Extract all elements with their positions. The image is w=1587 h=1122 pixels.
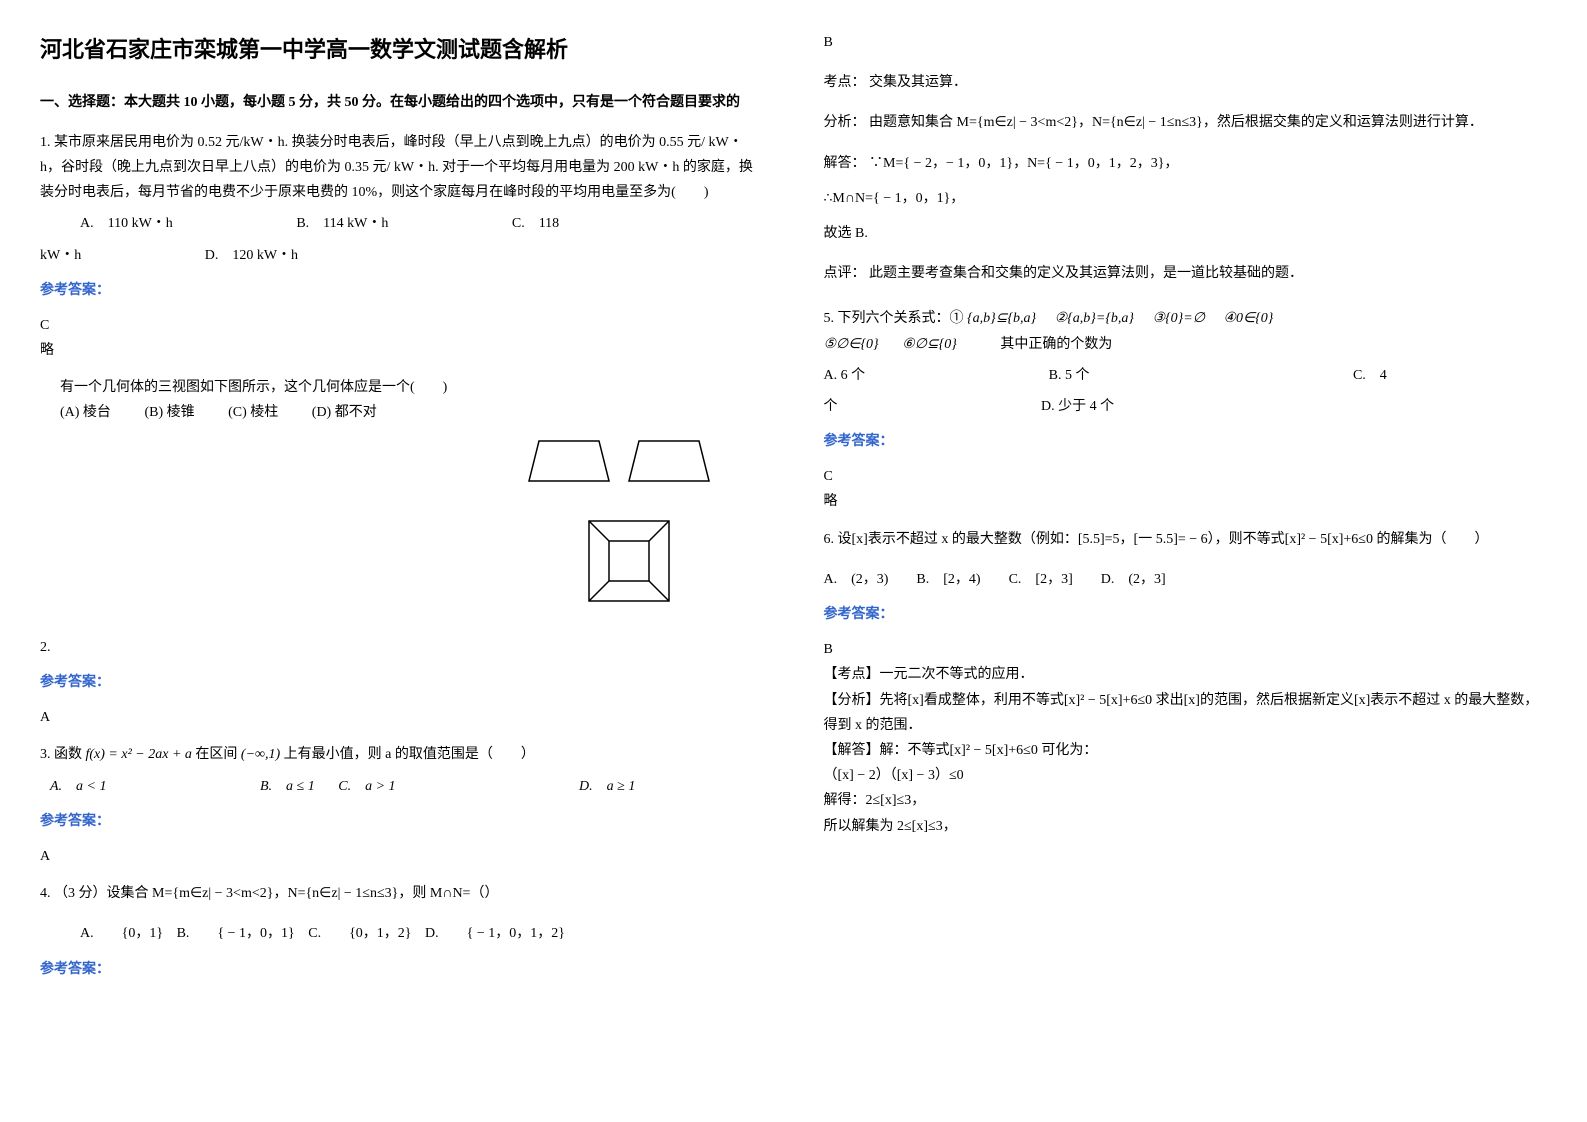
q6-opts: A. (2，3) B. [2，4) C. [2，3] D. (2，3]: [824, 567, 1548, 592]
q2-optA: (A) 棱台: [60, 405, 111, 420]
q5-r4: ④0∈{0}: [1223, 311, 1273, 326]
jieda-label: 解答：: [824, 156, 866, 171]
q5-r1: {a,b}⊆{b,a}: [967, 311, 1036, 326]
dianping-text: 此题主要考查集合和交集的定义及其运算法则，是一道比较基础的题．: [869, 266, 1303, 281]
q2-options: (A) 棱台 (B) 棱锥 (C) 棱柱 (D) 都不对: [60, 400, 764, 425]
q5-tail: 其中正确的个数为: [1000, 337, 1112, 352]
question-3: 3. 函数 f(x) = x² − 2ax + a 在区间 (−∞,1) 上有最…: [40, 742, 764, 869]
q2-answer: A: [40, 705, 764, 730]
question-4: 4. （3 分）设集合 M={m∈z| − 3<m<2}，N={n∈z| − 1…: [40, 881, 764, 982]
q1-answer: C: [40, 313, 764, 338]
dianping-label: 点评：: [824, 266, 866, 281]
q6-jieda2: （[x] − 2）（[x] − 3）≤0: [824, 763, 1548, 788]
fenxi-label: 分析：: [824, 115, 866, 130]
q1-optA: A. 110 kW・h: [80, 216, 173, 231]
q6-jieda3: 解得：2≤[x]≤3，: [824, 788, 1548, 813]
q3-mid: 在区间: [195, 747, 237, 762]
q1-optD: D. 120 kW・h: [205, 248, 298, 263]
kaodian-label: 考点：: [824, 75, 866, 90]
q3-optB: B. a ≤ 1: [260, 779, 315, 794]
q5-note: 略: [824, 489, 1548, 514]
left-column: 河北省石家庄市栾城第一中学高一数学文测试题含解析 一、选择题：本大题共 10 小…: [40, 20, 764, 994]
q3-answer: A: [40, 844, 764, 869]
q5-optC2: 个: [824, 399, 838, 414]
q4-kaodian: 考点： 交集及其运算．: [824, 70, 1548, 95]
q4-dianping: 点评： 此题主要考查集合和交集的定义及其运算法则，是一道比较基础的题．: [824, 261, 1548, 286]
q5-optA: A. 6 个: [824, 368, 866, 383]
fenxi-text: 由题意知集合 M={m∈z| − 3<m<2}，N={n∈z| − 1≤n≤3}…: [869, 115, 1483, 130]
q1-text: 1. 某市原来居民用电价为 0.52 元/kW・h. 换装分时电表后，峰时段（早…: [40, 130, 764, 206]
question-2: 有一个几何体的三视图如下图所示，这个几何体应是一个( ) (A) 棱台 (B) …: [40, 375, 764, 730]
q6-jieda4: 所以解集为 2≤[x]≤3，: [824, 814, 1548, 839]
q3-suffix: 上有最小值，则 a 的取值范围是（ ）: [284, 747, 535, 762]
q4-answer: B: [824, 30, 1548, 55]
q2-optC: (C) 棱柱: [228, 405, 278, 420]
q3-prefix: 3. 函数: [40, 747, 82, 762]
q2-figure: [40, 436, 724, 625]
q4-optA: A. {0，1}: [80, 926, 163, 941]
q6-text: 6. 设[x]表示不超过 x 的最大整数（例如：[5.5]=5，[一 5.5]=…: [824, 527, 1548, 552]
question-5: 5. 下列六个关系式：① {a,b}⊆{b,a} ②{a,b}={b,a} ③{…: [824, 306, 1548, 514]
q1-ref-label: 参考答案：: [40, 278, 764, 303]
q4-optD: D. { − 1，0，1，2}: [425, 926, 565, 941]
q5-optD: D. 少于 4 个: [1041, 399, 1114, 414]
q6-answer: B: [824, 637, 1548, 662]
q5-stem: 5. 下列六个关系式：① {a,b}⊆{b,a} ②{a,b}={b,a} ③{…: [824, 306, 1548, 331]
three-view-diagram: [524, 436, 724, 616]
q5-answer: C: [824, 464, 1548, 489]
q1-optC2: kW・h: [40, 248, 81, 263]
q4-optC: C. {0，1，2}: [308, 926, 411, 941]
q3-optA: A. a < 1: [50, 779, 107, 794]
q4-options: A. {0，1} B. { − 1，0，1} C. {0，1，2} D. { −…: [40, 921, 764, 946]
jieda-line2: ∴M∩N={ − 1，0，1}，: [824, 186, 1548, 211]
q3-optC: C. a > 1: [338, 779, 395, 794]
q5-options-row2: 个 D. 少于 4 个: [824, 394, 1548, 419]
q5-stem2: ⑤∅∈{0} ⑥∅⊆{0} 其中正确的个数为: [824, 332, 1548, 357]
q3-options: A. a < 1 B. a ≤ 1 C. a > 1 D. a ≥ 1: [40, 774, 764, 799]
question-6: 6. 设[x]表示不超过 x 的最大整数（例如：[5.5]=5，[一 5.5]=…: [824, 527, 1548, 839]
q6-ref-label: 参考答案：: [824, 602, 1548, 627]
page-title: 河北省石家庄市栾城第一中学高一数学文测试题含解析: [40, 30, 764, 70]
q5-r2: ②{a,b}={b,a}: [1055, 311, 1134, 326]
q1-optB: B. 114 kW・h: [296, 216, 388, 231]
q5-prefix: 5. 下列六个关系式：①: [824, 311, 964, 326]
q4-text: 4. （3 分）设集合 M={m∈z| − 3<m<2}，N={n∈z| − 1…: [40, 881, 764, 906]
q1-optC: C. 118: [512, 216, 559, 231]
jieda-line1: ∵M={ − 2，− 1，0，1}，N={ − 1，0，1，2，3}，: [869, 156, 1178, 171]
q2-ref-label: 参考答案：: [40, 670, 764, 695]
question-1: 1. 某市原来居民用电价为 0.52 元/kW・h. 换装分时电表后，峰时段（早…: [40, 130, 764, 364]
q5-optB: B. 5 个: [1049, 368, 1090, 383]
kaodian-text: 交集及其运算．: [869, 75, 967, 90]
q2-number: 2.: [40, 635, 764, 660]
jieda-line3: 故选 B.: [824, 221, 1548, 246]
q6-fenxi: 【分析】先将[x]看成整体，利用不等式[x]² − 5[x]+6≤0 求出[x]…: [824, 688, 1548, 738]
q3-stem: 3. 函数 f(x) = x² − 2ax + a 在区间 (−∞,1) 上有最…: [40, 742, 764, 767]
q5-r6: ⑥∅⊆{0}: [902, 337, 957, 352]
q5-ref-label: 参考答案：: [824, 429, 1548, 454]
q5-options-row1: A. 6 个 B. 5 个 C. 4: [824, 363, 1548, 388]
q4-fenxi: 分析： 由题意知集合 M={m∈z| − 3<m<2}，N={n∈z| − 1≤…: [824, 110, 1548, 135]
q1-options-row: A. 110 kW・h B. 114 kW・h C. 118: [40, 211, 764, 236]
q1-note: 略: [40, 338, 764, 363]
q6-jieda1: 【解答】解：不等式[x]² − 5[x]+6≤0 可化为：: [824, 738, 1548, 763]
q5-r3: ③{0}=∅: [1153, 311, 1205, 326]
q2-stem: 有一个几何体的三视图如下图所示，这个几何体应是一个( ): [60, 375, 764, 400]
section-heading: 一、选择题：本大题共 10 小题，每小题 5 分，共 50 分。在每小题给出的四…: [40, 90, 764, 115]
q3-ref-label: 参考答案：: [40, 809, 764, 834]
q2-optD: (D) 都不对: [312, 405, 377, 420]
q6-kaodian: 【考点】一元二次不等式的应用．: [824, 662, 1548, 687]
q1-options-row2: kW・h D. 120 kW・h: [40, 243, 764, 268]
q3-optD: D. a ≥ 1: [579, 779, 635, 794]
q5-r5: ⑤∅∈{0}: [824, 337, 879, 352]
q3-func: f(x) = x² − 2ax + a: [86, 747, 192, 762]
q4-ref-label: 参考答案：: [40, 957, 764, 982]
q5-optC: C. 4: [1353, 368, 1387, 383]
right-column: B 考点： 交集及其运算． 分析： 由题意知集合 M={m∈z| − 3<m<2…: [824, 20, 1548, 994]
q2-optB: (B) 棱锥: [144, 405, 194, 420]
q4-optB: B. { − 1，0，1}: [177, 926, 295, 941]
q3-interval: (−∞,1): [241, 747, 280, 762]
q4-jieda: 解答： ∵M={ − 2，− 1，0，1}，N={ − 1，0，1，2，3}，: [824, 151, 1548, 176]
